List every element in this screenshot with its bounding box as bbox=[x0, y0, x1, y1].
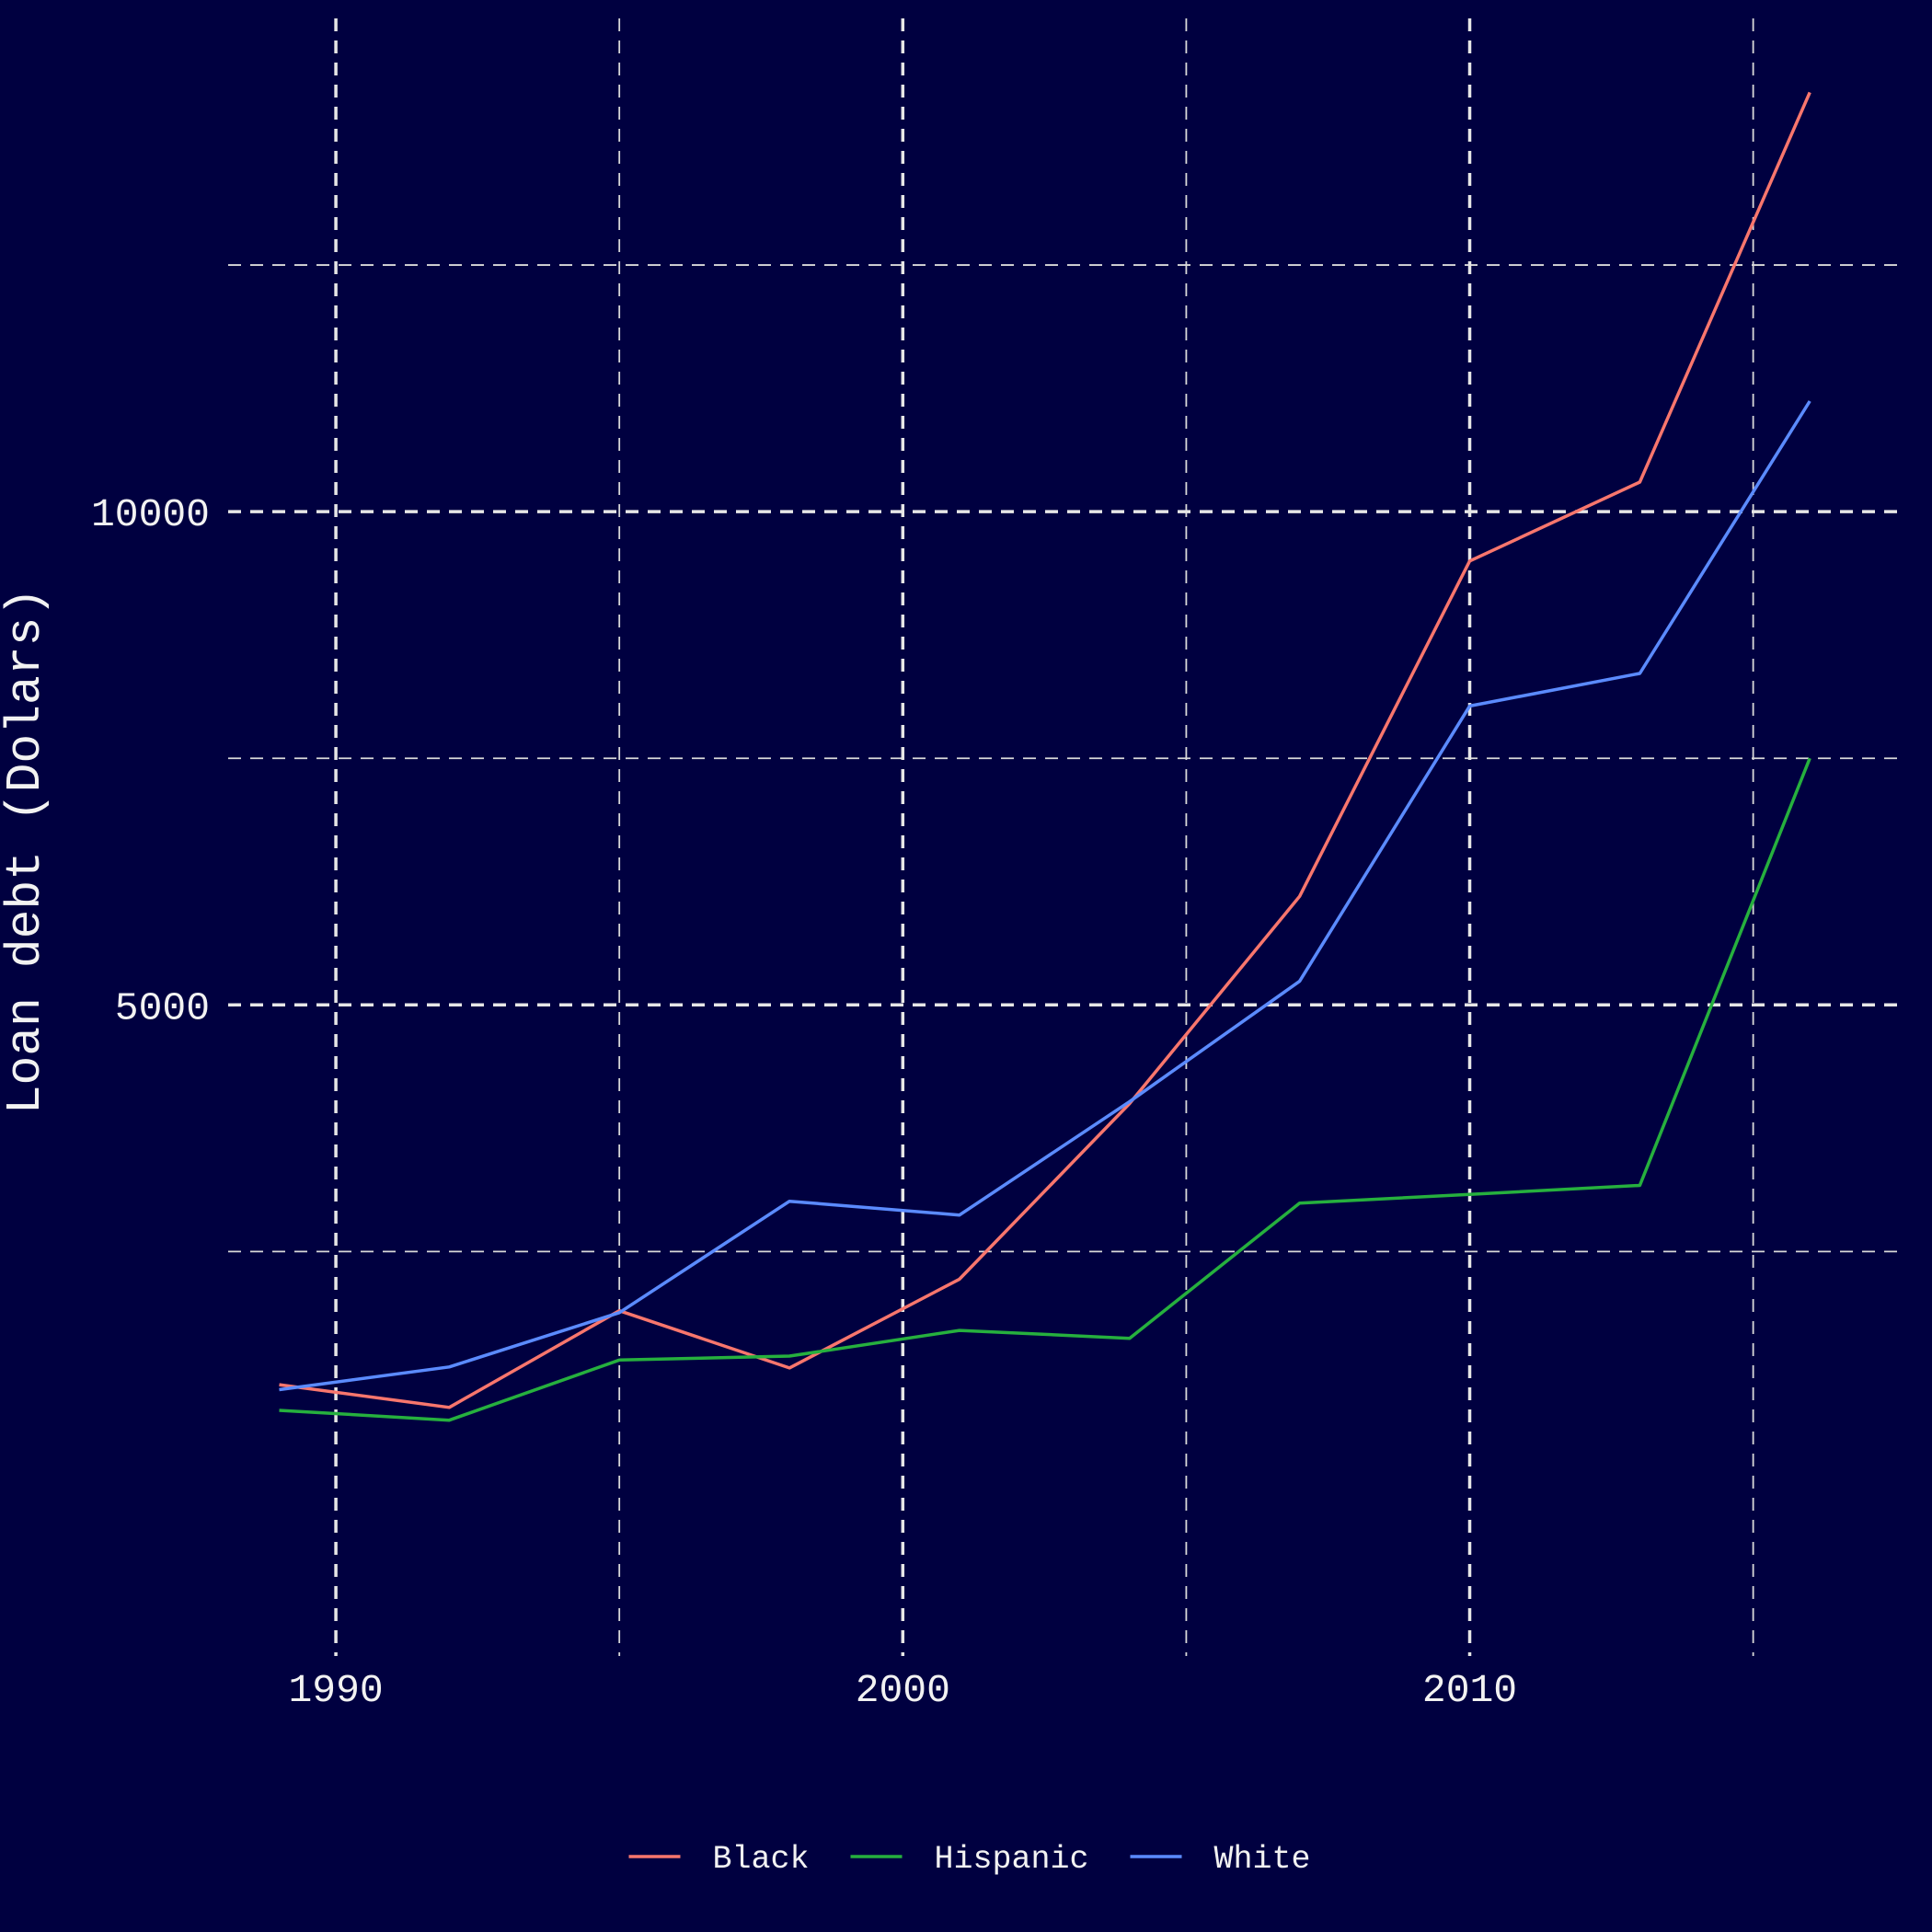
y-axis-title: Loan debt (Dolars) bbox=[0, 588, 53, 1115]
legend-label: Black bbox=[713, 1841, 810, 1878]
legend-item-hispanic: Hispanic bbox=[850, 1841, 1089, 1878]
legend-item-black: Black bbox=[628, 1841, 810, 1878]
y-tick-label: 10000 bbox=[91, 492, 210, 537]
major-x-gridlines bbox=[334, 18, 1472, 1656]
y-tick-label: 5000 bbox=[115, 985, 210, 1030]
x-tick-label: 2000 bbox=[856, 1668, 950, 1713]
series-line-black bbox=[279, 91, 1811, 1409]
minor-y-gridlines bbox=[228, 264, 1906, 1253]
legend: Black Hispanic White bbox=[628, 1841, 1311, 1878]
legend-item-white: White bbox=[1130, 1841, 1311, 1878]
x-tick-label: 1990 bbox=[288, 1668, 383, 1713]
y-axis-tick-labels: 5000 10000 bbox=[91, 492, 210, 1030]
minor-x-gridlines bbox=[618, 18, 1754, 1656]
x-axis-tick-labels: 1990 2000 2010 bbox=[288, 1668, 1517, 1713]
series-line-white bbox=[279, 400, 1811, 1392]
series-lines bbox=[279, 91, 1811, 1422]
series-line-hispanic bbox=[279, 757, 1811, 1422]
major-y-gridlines bbox=[228, 510, 1906, 1007]
legend-label: White bbox=[1214, 1841, 1311, 1878]
x-tick-label: 2010 bbox=[1422, 1668, 1517, 1713]
legend-label: Hispanic bbox=[935, 1841, 1089, 1878]
